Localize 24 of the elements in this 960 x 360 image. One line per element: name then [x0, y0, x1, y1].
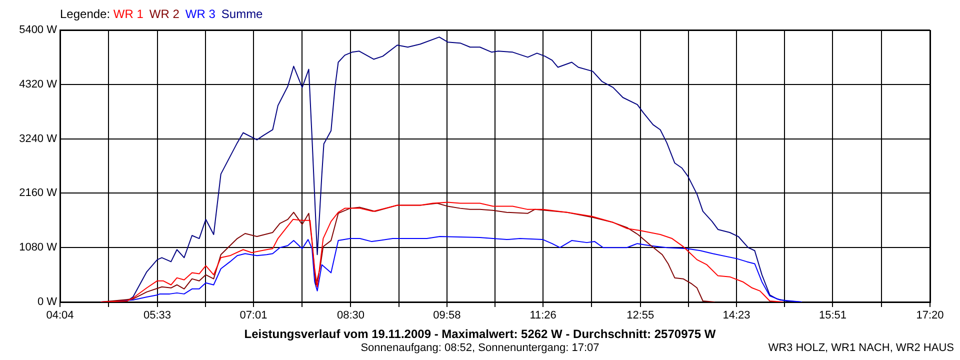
x-tick-label: 05:33: [143, 310, 172, 322]
x-tick-label: 14:23: [722, 310, 750, 322]
text: WR3 HOLZ, WR1 NACH, WR2 HAUS: [768, 342, 954, 354]
y-tick-label: 2160 W: [19, 187, 58, 200]
y-tick-label: 3240 W: [19, 132, 58, 145]
x-tick-label: 11:26: [530, 310, 556, 322]
x-tick-label: 15:51: [818, 310, 847, 322]
text: WR 1: [113, 7, 144, 21]
y-tick-label: 5400 W: [19, 24, 58, 36]
x-tick-label: 07:01: [240, 310, 268, 322]
text: WR 3: [185, 7, 216, 21]
text: WR 2: [149, 7, 180, 21]
x-tick-label: 04:04: [46, 310, 74, 322]
y-tick-label: 0 W: [37, 296, 58, 308]
text: Leistungsverlauf vom 19.11.2009 - Maximalwert: 5262 W - Durchschnitt: 2570975 W: [243, 327, 717, 341]
x-tick-label: 08:30: [336, 310, 364, 322]
legend-title: Legende:: [60, 7, 112, 21]
x-tick-label: 12:55: [626, 310, 654, 322]
text: Sonnenaufgang: 08:52, Sonnenuntergang: 17:07: [360, 342, 600, 354]
text: Summe: [221, 7, 263, 21]
y-tick-label: 4320 W: [19, 78, 58, 90]
x-tick-label: 17:20: [916, 310, 944, 322]
y-tick-label: 1080 W: [19, 242, 58, 254]
x-tick-label: 09:58: [433, 310, 461, 322]
